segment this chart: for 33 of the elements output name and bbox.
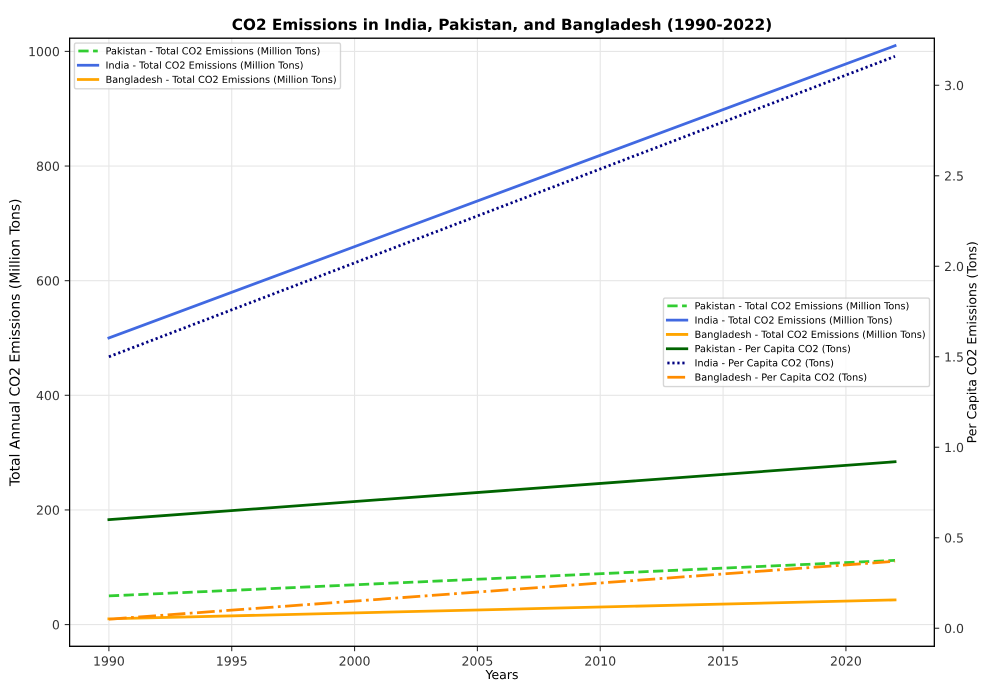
- text: Bangladesh - Total CO2 Emissions (Million Tons): [106, 76, 336, 85]
- legend-label: Bangladesh - Per Capita CO2 (Tons): [696, 373, 866, 383]
- y-tick-label: 600: [36, 276, 60, 286]
- y-tick-label: 400: [36, 390, 60, 400]
- x-tick-label: 1990: [94, 656, 124, 666]
- y2-tick-label: 1.5: [945, 352, 963, 362]
- x-axis-title: Years: [485, 670, 518, 680]
- legend-label: Pakistan - Total CO2 Emissions (Million Tons): [696, 302, 908, 311]
- y-tick-label: 200: [36, 505, 60, 515]
- y2-tick-label: 3.0: [945, 80, 964, 90]
- x-tick-label: 1995: [217, 656, 247, 666]
- x-tick-label: 2010: [585, 656, 616, 666]
- x-tick-label: 2000: [340, 656, 370, 666]
- legend-label: India - Total CO2 Emissions (Million Tons): [106, 61, 303, 70]
- y2-tick-label: 0.0: [944, 624, 964, 634]
- y2-tick-label: 2.5: [945, 171, 963, 181]
- legend-label: Bangladesh - Total CO2 Emissions (Million Tons): [696, 330, 925, 340]
- y2-tick-label: 0.5: [944, 533, 963, 543]
- y-tick-label: 800: [36, 162, 60, 171]
- y2-tick-label: 1.0: [945, 442, 964, 452]
- legend-label: Pakistan - Per Capita CO2 (Tons): [696, 344, 850, 354]
- text: Pakistan - Total CO2 Emissions (Million Tons): [106, 46, 320, 56]
- y2-tick-label: 2.0: [945, 262, 964, 272]
- y-axis-title: Total Annual CO2 Emissions (Million Tons): [9, 200, 22, 486]
- chart-title: CO2 Emissions in India, Pakistan, and Bangladesh (1990-2022): [232, 18, 771, 34]
- y-tick-label: 0: [52, 620, 60, 630]
- x-tick-label: 2020: [830, 656, 861, 666]
- y2-axis-title: Per Capita CO2 Emissions (Tons): [966, 242, 979, 442]
- x-tick-label: 2015: [708, 656, 738, 666]
- y-tick-label: 1000: [29, 46, 60, 56]
- legend-label: India - Per Capita CO2 (Tons): [696, 358, 834, 368]
- text: India - Total CO2 Emissions (Million Tons): [696, 316, 892, 325]
- x-tick-label: 2005: [462, 656, 492, 666]
